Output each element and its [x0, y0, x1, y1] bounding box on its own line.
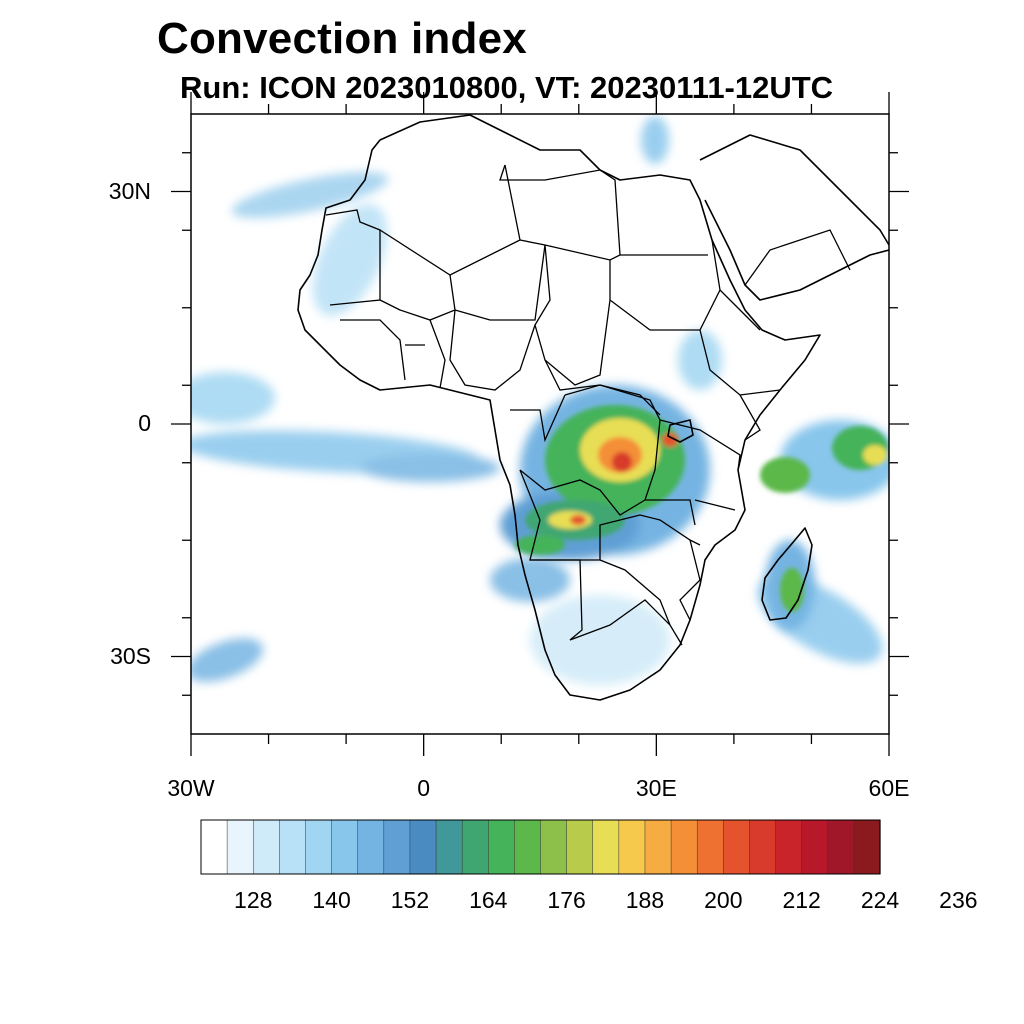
- colorbar-label: 152: [390, 887, 430, 913]
- border-mali-niger: [379, 244, 546, 321]
- field-band-gulf-guinea: [360, 454, 500, 482]
- field-core-indian-green: [760, 457, 810, 493]
- border-westafrica-states: [340, 319, 446, 389]
- field-core-lake-red: [662, 433, 678, 447]
- colorbar-swatch: [488, 819, 516, 875]
- colorbar-swatch: [827, 819, 855, 875]
- border-kenya-somalia: [739, 394, 761, 441]
- field-core-angola-red: [570, 515, 586, 525]
- lon-label: 30W: [167, 775, 215, 801]
- colorbar-frame: [200, 819, 881, 875]
- colorbar-swatch: [670, 819, 698, 875]
- axis-ticks: [171, 92, 909, 756]
- colorbar-swatch: [331, 819, 359, 875]
- colorbar-swatch: [200, 819, 228, 875]
- lon-label: 60E: [868, 775, 910, 801]
- colorbar-label: 176: [547, 887, 586, 913]
- lake-victoria: [667, 419, 694, 443]
- colorbar-label: 212: [782, 887, 821, 913]
- colorbar-swatch: [696, 819, 724, 875]
- colorbar-swatch: [383, 819, 411, 875]
- colorbar-swatch: [252, 819, 280, 875]
- country-borders: [325, 164, 851, 646]
- colorbar-swatch: [644, 819, 672, 875]
- border-ethiopia: [699, 289, 781, 396]
- colorbar-swatch: [226, 819, 254, 875]
- border-nigeria: [449, 309, 536, 391]
- border-south-africa: [569, 599, 683, 646]
- lat-label: 30S: [110, 642, 151, 669]
- chart-title: Convection index: [157, 14, 527, 63]
- colorbar-label: 164: [469, 887, 508, 913]
- field-band-south-atlantic: [490, 558, 570, 602]
- colorbar-swatch: [461, 819, 489, 875]
- colorbar-label: 200: [704, 887, 743, 913]
- border-sahara-west: [325, 209, 381, 306]
- field-band-westafrica-coast: [312, 204, 388, 316]
- colorbar-swatch: [723, 819, 751, 875]
- convection-field: [191, 114, 889, 701]
- field-band-east-africa: [678, 330, 722, 390]
- field-band-mediterranean: [641, 116, 669, 164]
- colorbar-swatch: [514, 819, 542, 875]
- colorbar-swatch: [801, 819, 829, 875]
- border-libya: [499, 164, 621, 261]
- border-sudan: [609, 239, 721, 331]
- field-band-southwest: [191, 638, 264, 682]
- colorbar-label: 236: [939, 887, 978, 913]
- colorbar-swatch: [540, 819, 568, 875]
- colorbar-swatch: [618, 819, 646, 875]
- lat-label: 30N: [108, 177, 151, 204]
- chart-subtitle: Run: ICON 2023010800, VT: 20230111-12UTC: [180, 70, 834, 105]
- colorbar-label: 140: [312, 887, 351, 913]
- colorbar: [200, 819, 881, 875]
- colorbar-label: 128: [234, 887, 273, 913]
- lon-label: 0: [417, 775, 431, 801]
- colorbar-swatch: [305, 819, 333, 875]
- colorbar-swatch: [279, 819, 307, 875]
- colorbar-swatch: [435, 819, 463, 875]
- border-zambia: [639, 499, 701, 546]
- field-core-madagascar-green: [780, 568, 804, 612]
- lon-label: 30E: [635, 775, 677, 801]
- colorbar-swatch: [775, 819, 803, 875]
- colorbar-swatch: [409, 819, 437, 875]
- colorbar-swatch: [566, 819, 594, 875]
- colorbar-swatch: [357, 819, 385, 875]
- border-chad: [534, 244, 611, 386]
- border-mozambique: [679, 539, 701, 621]
- border-arabia-internal: [744, 229, 851, 286]
- colorbar-label: 224: [860, 887, 900, 913]
- field-band-southern-africa: [530, 595, 670, 685]
- colorbar-swatch: [592, 819, 620, 875]
- border-tanzania: [659, 419, 741, 511]
- lat-label: 0: [138, 410, 151, 436]
- field-core-indian-yellow: [863, 445, 887, 465]
- field-core-southwest-green: [515, 535, 565, 555]
- colorbar-swatch: [853, 819, 881, 875]
- field-band-atlantic-north: [231, 172, 389, 218]
- border-algeria: [379, 164, 521, 276]
- colorbar-label: 188: [625, 887, 665, 913]
- field-band-atlantic-west: [191, 372, 275, 424]
- colorbar-swatch: [749, 819, 777, 875]
- border-namibia-botswana: [530, 559, 671, 641]
- madagascar-coastline: [761, 527, 813, 621]
- arabia-coastline: [699, 134, 889, 301]
- field-core-congo-red: [612, 452, 632, 472]
